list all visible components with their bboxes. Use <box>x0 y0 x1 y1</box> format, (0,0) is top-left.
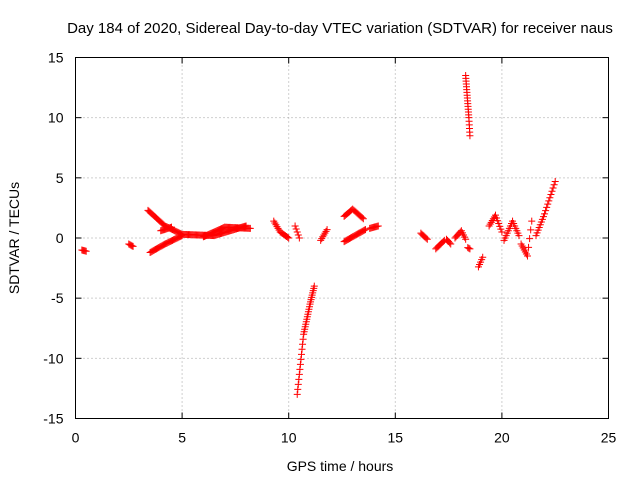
data-point <box>272 221 280 229</box>
y-axis-label: SDTVAR / TECUs <box>6 182 22 294</box>
data-point <box>360 226 368 234</box>
y-tick-label: 0 <box>56 230 64 246</box>
data-point <box>447 240 455 248</box>
data-point <box>466 132 474 140</box>
data-point <box>549 184 557 192</box>
data-point <box>82 247 90 255</box>
data-point <box>465 244 473 252</box>
data-point <box>485 222 493 230</box>
data-point <box>543 203 551 211</box>
data-point <box>423 235 431 243</box>
data-point <box>297 350 305 358</box>
x-tick-label: 5 <box>178 430 186 446</box>
data-point <box>294 231 302 239</box>
y-tick-label: -5 <box>51 290 64 306</box>
data-point <box>129 242 137 250</box>
data-point <box>298 345 306 353</box>
data-point <box>544 200 552 208</box>
data-point <box>546 194 554 202</box>
x-tick-label: 10 <box>281 430 297 446</box>
data-point <box>515 232 523 240</box>
data-point <box>270 217 278 225</box>
data-point <box>295 370 303 378</box>
data-point <box>273 223 281 231</box>
data-point <box>374 222 382 230</box>
x-tick-label: 20 <box>494 430 510 446</box>
data-point <box>527 226 535 234</box>
data-point <box>293 390 301 398</box>
data-point <box>322 227 330 235</box>
tick-labels: 0 5 10 15 20 25 -15 -10 -5 0 5 10 15 <box>43 50 616 446</box>
x-tick-label: 15 <box>388 430 404 446</box>
data-point <box>462 235 470 243</box>
data-point <box>545 197 553 205</box>
y-tick-label: 15 <box>48 50 64 66</box>
data-point <box>422 234 430 242</box>
data-point <box>167 223 175 231</box>
data-point <box>528 217 536 225</box>
data-point <box>295 375 303 383</box>
data-point <box>466 245 474 253</box>
data-point <box>318 235 326 243</box>
data-point <box>498 228 506 236</box>
data-point <box>361 226 369 234</box>
data-point <box>446 239 454 247</box>
data-point <box>246 224 254 232</box>
data-point <box>296 365 304 373</box>
data-point <box>542 207 550 215</box>
y-tick-label: -10 <box>43 350 63 366</box>
data-point <box>547 190 555 198</box>
y-tick-label: 5 <box>56 170 64 186</box>
data-point <box>296 360 304 368</box>
data-point <box>486 220 494 228</box>
data-point <box>319 233 327 241</box>
y-tick-label: -15 <box>43 411 63 427</box>
data-point <box>299 335 307 343</box>
data-point <box>291 222 299 230</box>
data-point <box>294 380 302 388</box>
data-point <box>551 177 559 185</box>
data-points <box>78 72 559 398</box>
data-point <box>489 215 497 223</box>
data-point <box>359 215 367 223</box>
data-point <box>295 234 303 242</box>
data-point <box>310 282 318 290</box>
data-point <box>323 226 331 234</box>
data-point <box>525 243 533 251</box>
data-point <box>293 228 301 236</box>
data-point <box>320 231 328 239</box>
data-point <box>487 218 495 226</box>
chart-title: Day 184 of 2020, Sidereal Day-to-day VTE… <box>67 20 613 37</box>
data-point <box>178 232 186 240</box>
grid-lines <box>75 57 609 419</box>
data-point <box>297 355 305 363</box>
x-tick-label: 25 <box>601 430 617 446</box>
data-point <box>550 181 558 189</box>
data-point <box>358 214 366 222</box>
data-point <box>271 219 279 227</box>
data-point <box>274 224 282 232</box>
data-point <box>526 235 534 243</box>
data-point <box>294 385 302 393</box>
y-tick-label: 10 <box>48 110 64 126</box>
data-point <box>548 187 556 195</box>
data-point <box>479 253 487 261</box>
data-point <box>285 234 293 242</box>
axis-ticks <box>75 57 609 419</box>
data-point <box>177 232 185 240</box>
data-point <box>321 229 329 237</box>
x-axis-label: GPS time / hours <box>287 458 394 474</box>
data-point <box>284 233 292 241</box>
data-point <box>128 242 136 250</box>
x-tick-label: 0 <box>72 430 80 446</box>
data-point <box>299 340 307 348</box>
data-point <box>317 236 325 244</box>
data-point <box>541 210 549 218</box>
plot-frame <box>75 57 609 419</box>
data-point <box>523 252 531 260</box>
data-point <box>292 225 300 233</box>
